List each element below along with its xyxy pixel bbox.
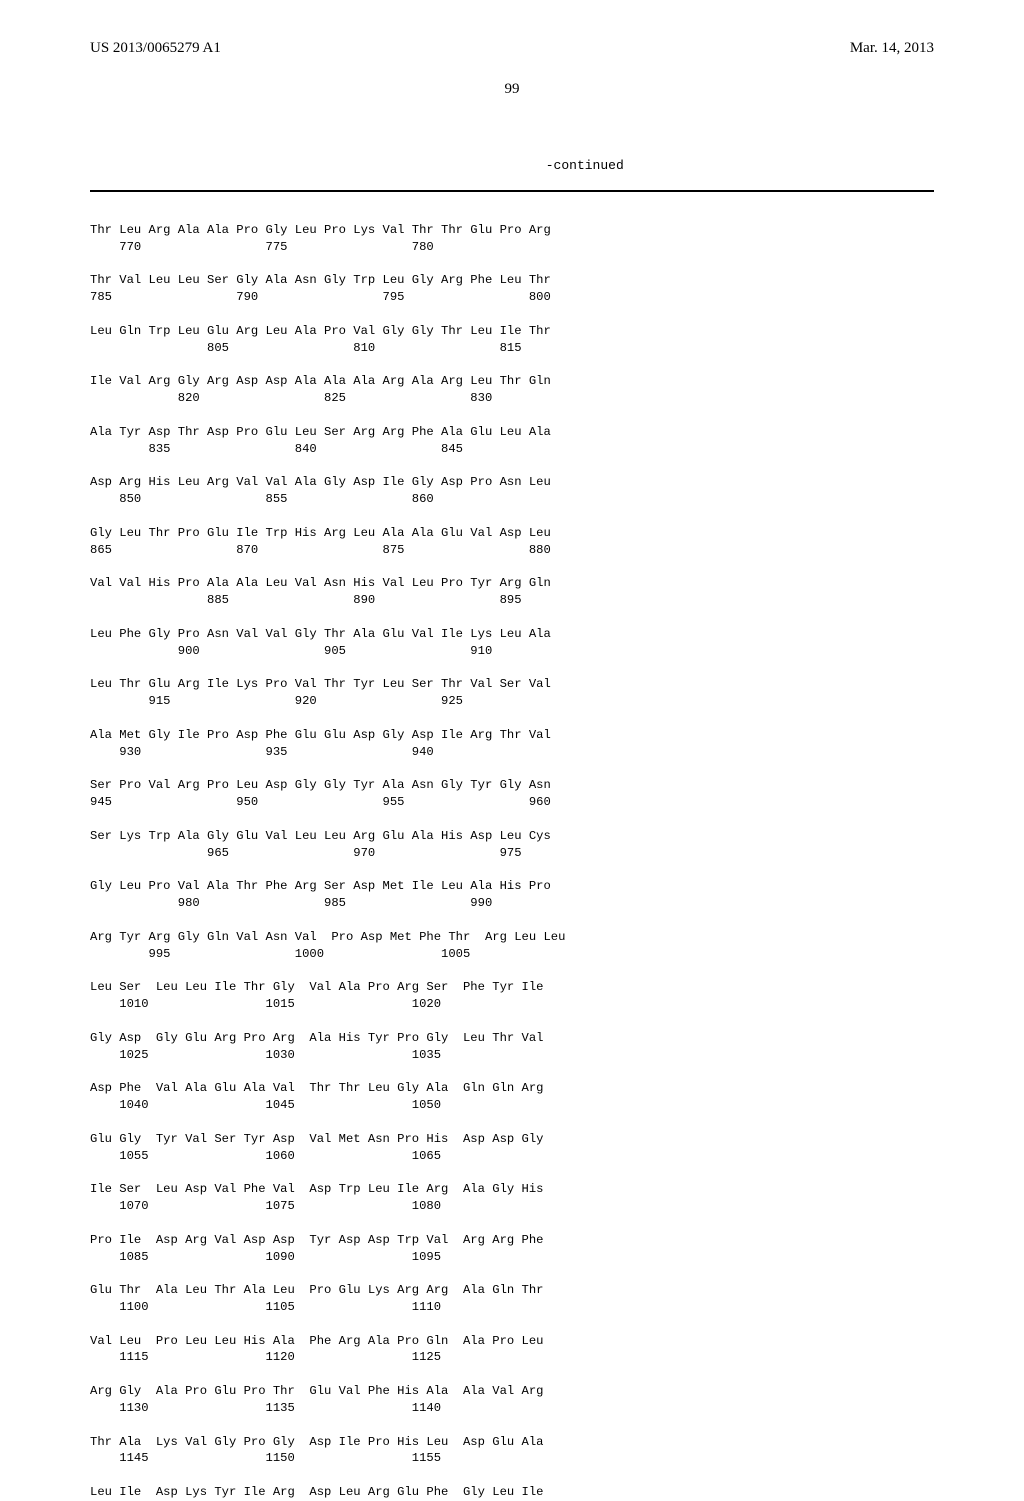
horizontal-rule	[90, 190, 934, 192]
publication-date: Mar. 14, 2013	[850, 40, 934, 57]
publication-number: US 2013/0065279 A1	[90, 40, 221, 57]
continued-label: -continued	[546, 158, 624, 173]
page-number: 99	[90, 81, 934, 98]
sequence-listing: Thr Leu Arg Ala Ala Pro Gly Leu Pro Lys …	[90, 222, 934, 1501]
